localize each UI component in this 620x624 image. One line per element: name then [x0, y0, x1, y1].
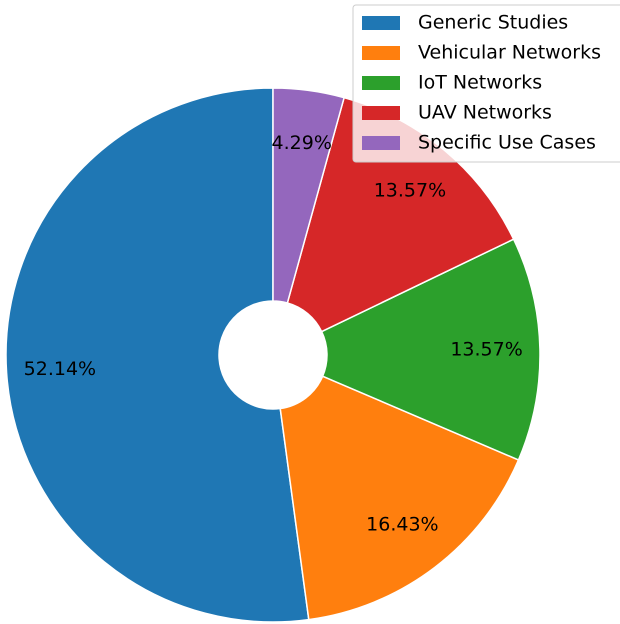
slice	[320, 238, 541, 461]
slice	[5, 87, 310, 623]
slice-label: 52.14%	[24, 358, 96, 380]
legend-swatch	[362, 46, 400, 60]
legend-box	[352, 4, 620, 163]
legend-label: Generic Studies	[418, 12, 568, 34]
legend: Generic Studies Vehicular Networks IoT Net…	[352, 4, 620, 163]
legend-label: IoT Networks	[418, 72, 542, 94]
slice	[272, 87, 346, 304]
slice-label: 4.29%	[272, 132, 332, 154]
slice-label: 13.57%	[450, 339, 522, 361]
legend-label: Specific Use Cases	[418, 132, 596, 154]
slice-label: 16.43%	[366, 513, 438, 535]
legend-swatch	[362, 136, 400, 150]
legend-label: Vehicular Networks	[418, 42, 601, 64]
legend-swatch	[362, 76, 400, 90]
slice	[279, 375, 520, 621]
slice-label: 13.57%	[374, 180, 446, 202]
legend-swatch	[362, 16, 400, 30]
legend-label: UAV Networks	[418, 102, 552, 124]
pie: 52.14% 16.43% 13.57% 13.57% 4.29%	[5, 87, 541, 623]
legend-swatch	[362, 106, 400, 120]
